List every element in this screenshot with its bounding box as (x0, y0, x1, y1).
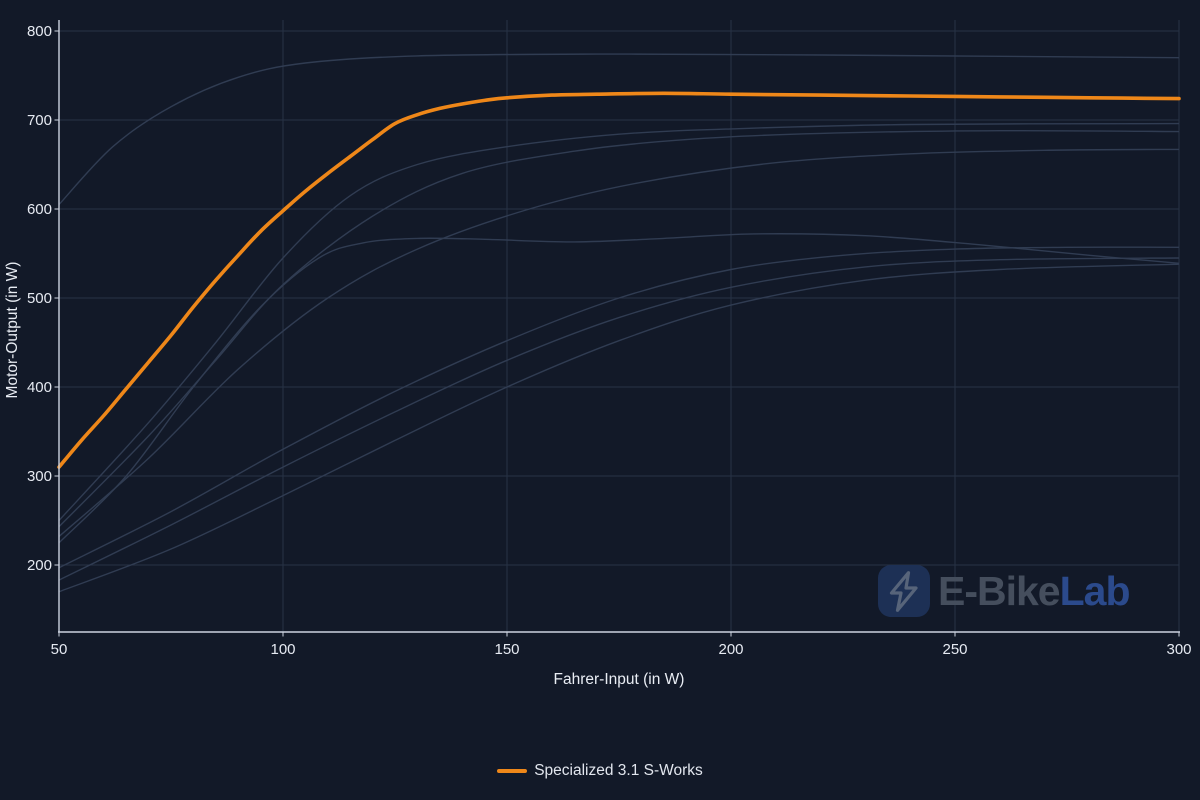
watermark-badge (878, 565, 930, 617)
watermark-text-secondary: Lab (1060, 568, 1130, 614)
watermark-wordmark: E-BikeLab (938, 568, 1130, 614)
x-tick-label-200: 200 (718, 641, 743, 658)
y-tick-label-300: 300 (27, 468, 52, 485)
background-series-1 (58, 53, 1180, 206)
y-tick-label-400: 400 (27, 379, 52, 396)
tick-marks (54, 30, 1180, 637)
y-tick-label-200: 200 (27, 557, 52, 574)
legend-line-swatch (497, 769, 528, 773)
background-series-2 (58, 122, 1180, 521)
background-series-5 (58, 233, 1180, 544)
y-tick-label-500: 500 (27, 290, 52, 307)
background-series-4 (58, 148, 1180, 538)
series-specialized-3-1-s-works[interactable] (57, 91, 1181, 469)
plot-area[interactable] (59, 20, 1179, 632)
background-series-6 (58, 246, 1180, 569)
y-tick-label-800: 800 (27, 23, 52, 40)
y-axis-title: Motor-Output (in W) (4, 262, 21, 399)
x-tick-label-100: 100 (270, 641, 295, 658)
x-tick-label-250: 250 (942, 641, 967, 658)
tick-labels: 50 100 150 200 250 300 200 300 400 500 600 700 800 (27, 23, 1192, 658)
legend: Specialized 3.1 S-Works (0, 762, 1200, 780)
axes (54, 20, 1180, 637)
lightning-bolt-icon (889, 571, 918, 612)
watermark-logo: E-BikeLab (878, 565, 1131, 617)
watermark-text-primary: E-Bike (938, 568, 1060, 614)
gridlines (58, 20, 1180, 632)
y-tick-label-700: 700 (27, 112, 52, 129)
y-tick-label-600: 600 (27, 201, 52, 218)
background-series-group (58, 53, 1180, 593)
x-tick-label-50: 50 (51, 641, 68, 658)
background-series-7 (58, 257, 1180, 581)
legend-item-specialized[interactable]: Specialized 3.1 S-Works (497, 762, 703, 780)
background-series-8 (58, 263, 1180, 593)
x-axis-title: Fahrer-Input (in W) (554, 671, 685, 688)
legend-label: Specialized 3.1 S-Works (534, 762, 703, 779)
x-tick-label-300: 300 (1166, 641, 1191, 658)
x-tick-label-150: 150 (494, 641, 519, 658)
